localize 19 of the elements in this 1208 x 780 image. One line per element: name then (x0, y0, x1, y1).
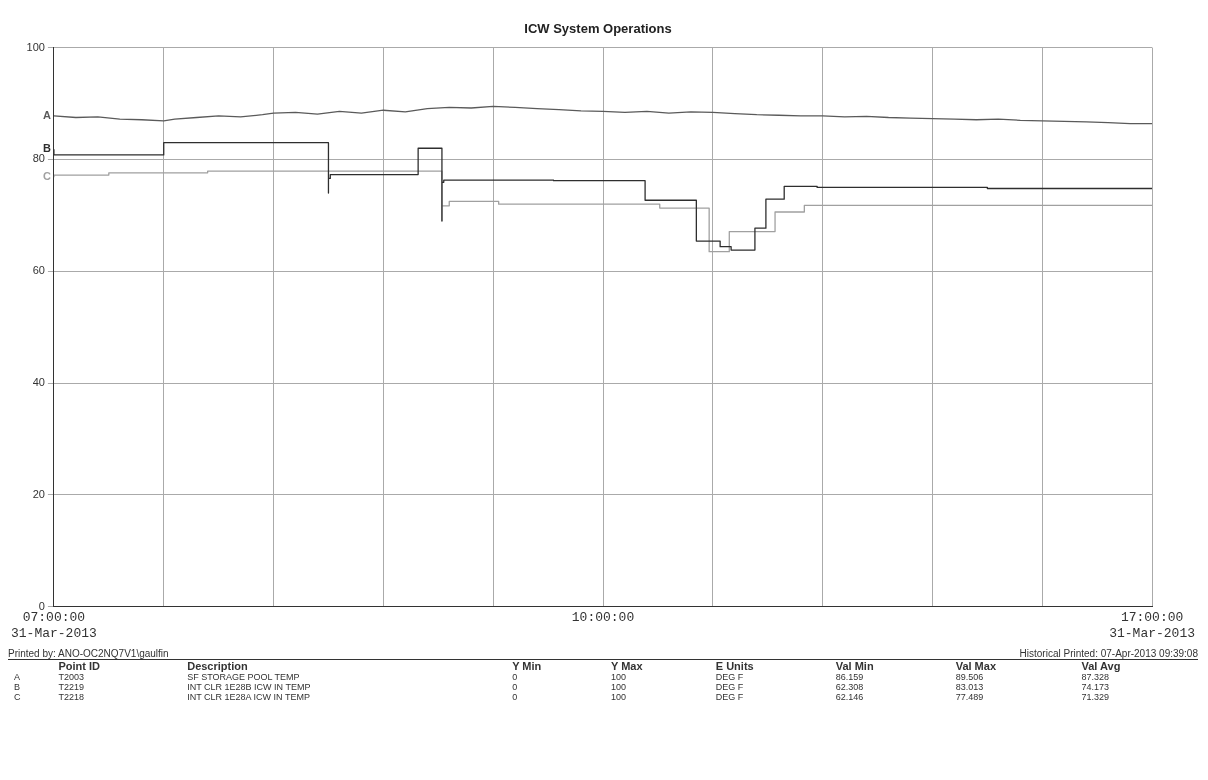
y-tick-label: 40 (32, 376, 45, 389)
x-tick-label: 07:00:00 31-Mar-2013 (10, 610, 97, 641)
chart-title: ICW System Operations (524, 21, 672, 37)
y-tick-label: 0 (38, 599, 45, 612)
x-tick-label: 17:00:00 31-Mar-2013 (1109, 610, 1196, 641)
series-label: C (42, 170, 51, 183)
y-tick-label: 20 (32, 487, 45, 500)
text: B T2219 INT CLR 1E28B ICW IN TEMP 0 100 DEG F 62.308 83.013 74.173 (14, 682, 1110, 692)
text: C T2218 INT CLR 1E28A ICW IN TEMP 0 100 DEG F 62.146 77.489 71.329 (14, 692, 1110, 702)
x-tick-label: 10:00:00 (571, 610, 635, 626)
y-tick-label: 60 (32, 264, 45, 277)
y-tick-label: 100 (26, 40, 45, 53)
series-label: B (42, 142, 51, 155)
series-label: A (42, 108, 51, 121)
text: Printed by: ANO-OC2NQ7V1\gaulfin (8, 648, 169, 659)
text: A T2003 SF STORAGE POOL TEMP 0 100 DEG F 86.159 89.506 87.328 (14, 672, 1110, 682)
text: Point ID Description Y Min Y Max E Units Val Min Val Max Val Avg (58, 660, 1121, 672)
text: Historical Printed: 07-Apr-2013 09:39:08 (1019, 648, 1198, 659)
y-tick-label: 80 (32, 152, 45, 165)
